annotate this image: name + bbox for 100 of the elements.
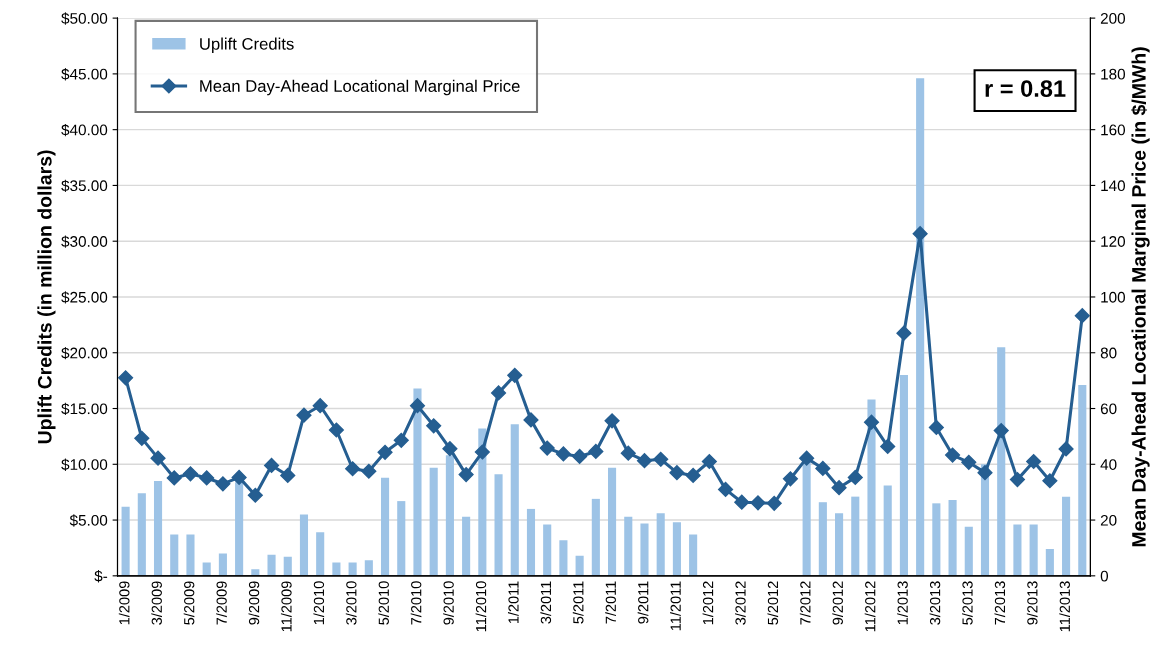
y2-tick-label: 20 <box>1100 514 1117 526</box>
x-tick-label: 5/2011 <box>572 581 584 624</box>
point <box>345 461 361 477</box>
y2-tick-label: 80 <box>1100 347 1117 359</box>
x-tick-label: 11/2009 <box>280 581 292 632</box>
point <box>296 407 312 423</box>
bar <box>672 522 681 576</box>
bar <box>640 523 649 576</box>
point <box>977 465 993 481</box>
bar <box>153 481 163 576</box>
point <box>653 451 669 467</box>
point <box>993 422 1009 439</box>
bar <box>802 462 811 576</box>
bar <box>364 560 373 576</box>
point <box>393 432 409 448</box>
bar <box>462 516 471 576</box>
point <box>766 495 782 511</box>
point <box>442 441 458 457</box>
point <box>150 450 166 466</box>
point <box>361 463 377 479</box>
point <box>701 453 717 470</box>
y-axis-title: Uplift Credits (in million dollars) <box>37 150 56 444</box>
bar <box>851 496 860 576</box>
bar <box>689 534 698 576</box>
y-tick-label: $50.00 <box>61 12 108 25</box>
y2-tick-label: 180 <box>1101 68 1126 80</box>
point <box>182 466 199 482</box>
point <box>263 457 280 473</box>
y2-tick-label: 140 <box>1101 180 1126 192</box>
point <box>426 418 442 434</box>
y-tick-label: $30.00 <box>61 235 108 248</box>
point <box>750 495 766 511</box>
bar <box>948 499 957 576</box>
point <box>507 367 523 383</box>
y-tick-label: $10.00 <box>61 458 108 471</box>
point <box>166 470 182 486</box>
point <box>928 419 944 436</box>
y2-tick-label: 100 <box>1101 291 1126 303</box>
x-tick-label: 5/2010 <box>378 581 389 625</box>
x-tick-label: 1/2012 <box>702 581 714 625</box>
point <box>782 471 798 487</box>
bar <box>543 524 552 576</box>
bar <box>494 474 503 576</box>
point <box>717 481 734 497</box>
bar <box>267 554 276 576</box>
bar <box>932 503 941 576</box>
point <box>847 469 863 485</box>
bar <box>575 555 584 576</box>
x-tick-label: 5/2013 <box>961 581 973 625</box>
y2-tick-label: 160 <box>1101 124 1126 136</box>
point <box>312 398 328 414</box>
bar <box>656 513 665 576</box>
x-tick-label: 11/2010 <box>475 581 487 632</box>
point <box>685 467 701 484</box>
point <box>247 487 263 503</box>
x-tick-label: 9/2013 <box>1026 581 1038 625</box>
point <box>912 226 928 242</box>
point <box>863 414 880 430</box>
point <box>377 444 393 460</box>
bar <box>964 526 973 576</box>
point <box>328 422 344 438</box>
point <box>961 454 977 470</box>
x-tick-label: 1/2009 <box>118 581 130 625</box>
bar <box>559 540 568 576</box>
point <box>1026 453 1042 470</box>
x-tick-label: 9/2009 <box>248 581 260 625</box>
y-tick-label: $45.00 <box>61 68 108 81</box>
bar <box>332 562 341 576</box>
point <box>669 465 685 481</box>
x-tick-label: 11/2011 <box>670 581 681 631</box>
point <box>280 467 296 484</box>
x-tick-label: 3/2009 <box>151 581 162 625</box>
x-tick-label: 5/2012 <box>767 581 779 625</box>
bar <box>510 424 519 576</box>
x-tick-label: 7/2010 <box>410 581 422 625</box>
point <box>199 470 215 486</box>
x-tick-label: 1/2011 <box>507 581 519 624</box>
point <box>896 325 912 341</box>
y-tick-label: $5.00 <box>69 514 108 527</box>
bar <box>445 455 454 576</box>
bar <box>348 562 357 576</box>
point <box>118 370 134 386</box>
point <box>409 398 426 414</box>
x-tick-label: 7/2011 <box>605 581 616 624</box>
point <box>458 467 474 483</box>
point <box>1074 308 1090 324</box>
y2-tick-label: 0 <box>1100 570 1109 582</box>
bar <box>186 534 195 576</box>
bar <box>883 485 892 576</box>
x-tick-label: 1/2010 <box>313 581 325 625</box>
bar <box>283 556 292 576</box>
y-tick-label: $40.00 <box>61 123 108 137</box>
point <box>636 453 653 469</box>
legend-label: Uplift Credits <box>200 37 294 54</box>
bar <box>997 347 1006 576</box>
point <box>1042 473 1058 489</box>
x-tick-label: 7/2013 <box>994 581 1006 625</box>
point <box>799 450 815 466</box>
bar <box>591 498 600 576</box>
bar <box>916 78 925 576</box>
